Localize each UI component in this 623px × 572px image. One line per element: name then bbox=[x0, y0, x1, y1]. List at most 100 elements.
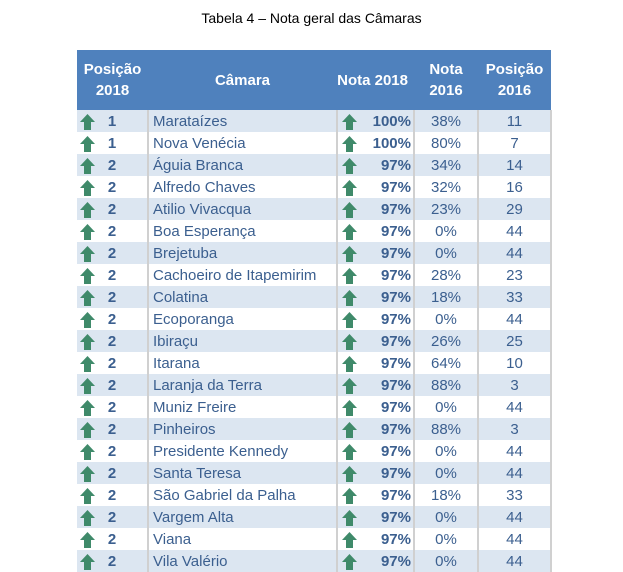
nota2016-cell: 0% bbox=[414, 506, 479, 528]
pos2016-cell: 44 bbox=[478, 440, 552, 462]
nota2018-cell: 97% bbox=[357, 506, 415, 528]
table-row: 2 Presidente Kennedy 97% 0% 44 bbox=[77, 440, 552, 462]
nota-trend-cell bbox=[337, 484, 357, 506]
nota2018-cell: 97% bbox=[357, 418, 415, 440]
up-arrow-icon bbox=[77, 376, 95, 394]
pos2018-cell: 2 bbox=[77, 352, 149, 374]
up-arrow-icon bbox=[339, 376, 357, 394]
nota-trend-cell bbox=[337, 110, 357, 132]
camara-cell: Presidente Kennedy bbox=[148, 440, 338, 462]
up-arrow-icon bbox=[339, 266, 357, 284]
up-arrow-icon bbox=[77, 508, 95, 526]
up-arrow-icon bbox=[77, 420, 95, 438]
camara-cell: Alfredo Chaves bbox=[148, 176, 338, 198]
up-arrow-icon bbox=[77, 112, 95, 130]
nota2016-cell: 0% bbox=[414, 528, 479, 550]
pos2016-cell: 44 bbox=[478, 242, 552, 264]
pos2018-cell: 2 bbox=[77, 242, 149, 264]
up-arrow-icon bbox=[339, 134, 357, 152]
pos2016-cell: 44 bbox=[478, 396, 552, 418]
nota2016-cell: 0% bbox=[414, 462, 479, 484]
nota2016-cell: 38% bbox=[414, 110, 479, 132]
nota2016-cell: 23% bbox=[414, 198, 479, 220]
pos2016-cell: 3 bbox=[478, 418, 552, 440]
nota2016-cell: 0% bbox=[414, 242, 479, 264]
pos2018-cell: 2 bbox=[77, 528, 149, 550]
up-arrow-icon bbox=[339, 288, 357, 306]
nota-trend-cell bbox=[337, 506, 357, 528]
table-row: 2 Colatina 97% 18% 33 bbox=[77, 286, 552, 308]
pos2016-cell: 44 bbox=[478, 550, 552, 572]
pos2016-cell: 33 bbox=[478, 286, 552, 308]
pos2018-cell: 2 bbox=[77, 220, 149, 242]
nota-trend-cell bbox=[337, 418, 357, 440]
pos2016-cell: 44 bbox=[478, 220, 552, 242]
pos2016-cell: 11 bbox=[478, 110, 552, 132]
up-arrow-icon bbox=[339, 354, 357, 372]
pos2016-cell: 25 bbox=[478, 330, 552, 352]
table-row: 2 Vargem Alta 97% 0% 44 bbox=[77, 506, 552, 528]
table-row: 2 Boa Esperança 97% 0% 44 bbox=[77, 220, 552, 242]
camara-cell: Pinheiros bbox=[148, 418, 338, 440]
nota-trend-cell bbox=[337, 352, 357, 374]
nota2018-cell: 97% bbox=[357, 484, 415, 506]
pos2016-cell: 29 bbox=[478, 198, 552, 220]
up-arrow-icon bbox=[339, 530, 357, 548]
nota-trend-cell bbox=[337, 462, 357, 484]
camara-cell: Marataízes bbox=[148, 110, 338, 132]
nota-trend-cell bbox=[337, 528, 357, 550]
header-camara: Câmara bbox=[148, 50, 337, 110]
nota2018-cell: 97% bbox=[357, 550, 415, 572]
nota2016-cell: 32% bbox=[414, 176, 479, 198]
up-arrow-icon bbox=[339, 178, 357, 196]
pos2018-cell: 2 bbox=[77, 176, 149, 198]
camara-cell: Vargem Alta bbox=[148, 506, 338, 528]
nota-trend-cell bbox=[337, 154, 357, 176]
nota2016-cell: 0% bbox=[414, 396, 479, 418]
table-row: 2 Alfredo Chaves 97% 32% 16 bbox=[77, 176, 552, 198]
up-arrow-icon bbox=[339, 508, 357, 526]
nota2016-cell: 0% bbox=[414, 440, 479, 462]
pos2018-cell: 2 bbox=[77, 440, 149, 462]
pos2018-cell: 2 bbox=[77, 550, 149, 572]
up-arrow-icon bbox=[77, 200, 95, 218]
up-arrow-icon bbox=[339, 200, 357, 218]
camara-cell: Nova Venécia bbox=[148, 132, 338, 154]
camaras-table: Posição 2018 Câmara Nota 2018 Nota 2016 … bbox=[77, 50, 552, 572]
nota2016-cell: 0% bbox=[414, 308, 479, 330]
camara-cell: Santa Teresa bbox=[148, 462, 338, 484]
up-arrow-icon bbox=[77, 134, 95, 152]
nota2018-cell: 97% bbox=[357, 462, 415, 484]
up-arrow-icon bbox=[77, 486, 95, 504]
nota-trend-cell bbox=[337, 242, 357, 264]
nota2018-cell: 97% bbox=[357, 176, 415, 198]
table-row: 2 Santa Teresa 97% 0% 44 bbox=[77, 462, 552, 484]
header-nota2016: Nota 2016 bbox=[414, 50, 478, 110]
nota-trend-cell bbox=[337, 286, 357, 308]
nota2018-cell: 97% bbox=[357, 374, 415, 396]
camara-cell: Muniz Freire bbox=[148, 396, 338, 418]
nota2018-cell: 97% bbox=[357, 264, 415, 286]
table-title: Tabela 4 – Nota geral das Câmaras bbox=[201, 10, 422, 26]
header-pos2016: Posição 2016 bbox=[478, 50, 551, 110]
up-arrow-icon bbox=[77, 178, 95, 196]
up-arrow-icon bbox=[339, 442, 357, 460]
nota-trend-cell bbox=[337, 308, 357, 330]
pos2018-cell: 2 bbox=[77, 308, 149, 330]
nota2018-cell: 97% bbox=[357, 242, 415, 264]
camara-cell: Ibiraçu bbox=[148, 330, 338, 352]
table-row: 1 Marataízes 100% 38% 11 bbox=[77, 110, 552, 132]
table-row: 2 Cachoeiro de Itapemirim 97% 28% 23 bbox=[77, 264, 552, 286]
camara-cell: Águia Branca bbox=[148, 154, 338, 176]
pos2018-cell: 2 bbox=[77, 462, 149, 484]
table-row: 2 Ecoporanga 97% 0% 44 bbox=[77, 308, 552, 330]
table-row: 2 Viana 97% 0% 44 bbox=[77, 528, 552, 550]
nota2018-cell: 97% bbox=[357, 198, 415, 220]
table-row: 2 Laranja da Terra 97% 88% 3 bbox=[77, 374, 552, 396]
nota-trend-cell bbox=[337, 550, 357, 572]
pos2016-cell: 7 bbox=[478, 132, 552, 154]
up-arrow-icon bbox=[77, 464, 95, 482]
camara-cell: Viana bbox=[148, 528, 338, 550]
pos2016-cell: 44 bbox=[478, 462, 552, 484]
up-arrow-icon bbox=[339, 552, 357, 570]
